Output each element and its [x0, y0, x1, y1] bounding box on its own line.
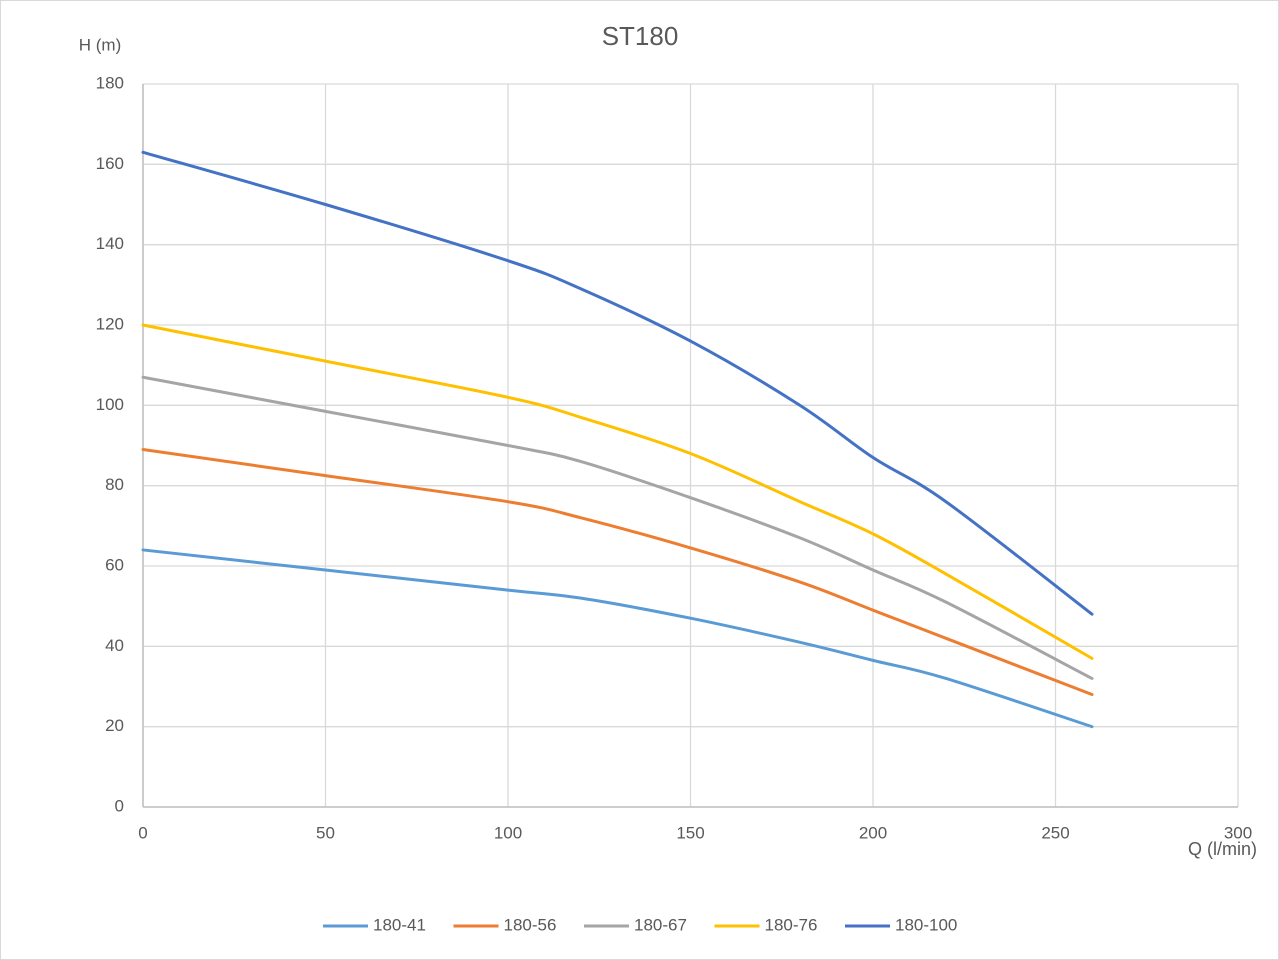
line-series	[141, 448, 1094, 697]
y-tick-label: 120	[96, 314, 124, 333]
line-series	[141, 323, 1094, 660]
x-axis-label: Q (l/min)	[1188, 839, 1257, 859]
x-tick-label: 300	[1224, 823, 1252, 842]
x-tick-label: 200	[859, 823, 887, 842]
legend-label: 180-67	[634, 915, 687, 934]
legend-label: 180-41	[373, 915, 426, 934]
x-tick-label: 150	[676, 823, 704, 842]
x-tick-label: 250	[1041, 823, 1069, 842]
y-tick-label: 0	[115, 796, 124, 815]
y-tick-label: 40	[105, 636, 124, 655]
line-series	[141, 548, 1094, 729]
y-tick-label: 100	[96, 395, 124, 414]
legend-label: 180-76	[765, 915, 818, 934]
legend-label: 180-100	[895, 915, 957, 934]
y-tick-label: 160	[96, 154, 124, 173]
x-tick-label: 100	[494, 823, 522, 842]
y-tick-label: 140	[96, 234, 124, 253]
chart-title: ST180	[602, 21, 679, 51]
line-series	[141, 375, 1094, 680]
legend-label: 180-56	[504, 915, 557, 934]
y-tick-label: 80	[105, 475, 124, 494]
y-axis-label: H (m)	[79, 35, 121, 54]
y-tick-label: 60	[105, 555, 124, 574]
line-series	[141, 150, 1094, 616]
y-tick-label: 180	[96, 73, 124, 92]
x-tick-label: 50	[316, 823, 335, 842]
x-tick-label: 0	[138, 823, 147, 842]
y-tick-label: 20	[105, 716, 124, 735]
